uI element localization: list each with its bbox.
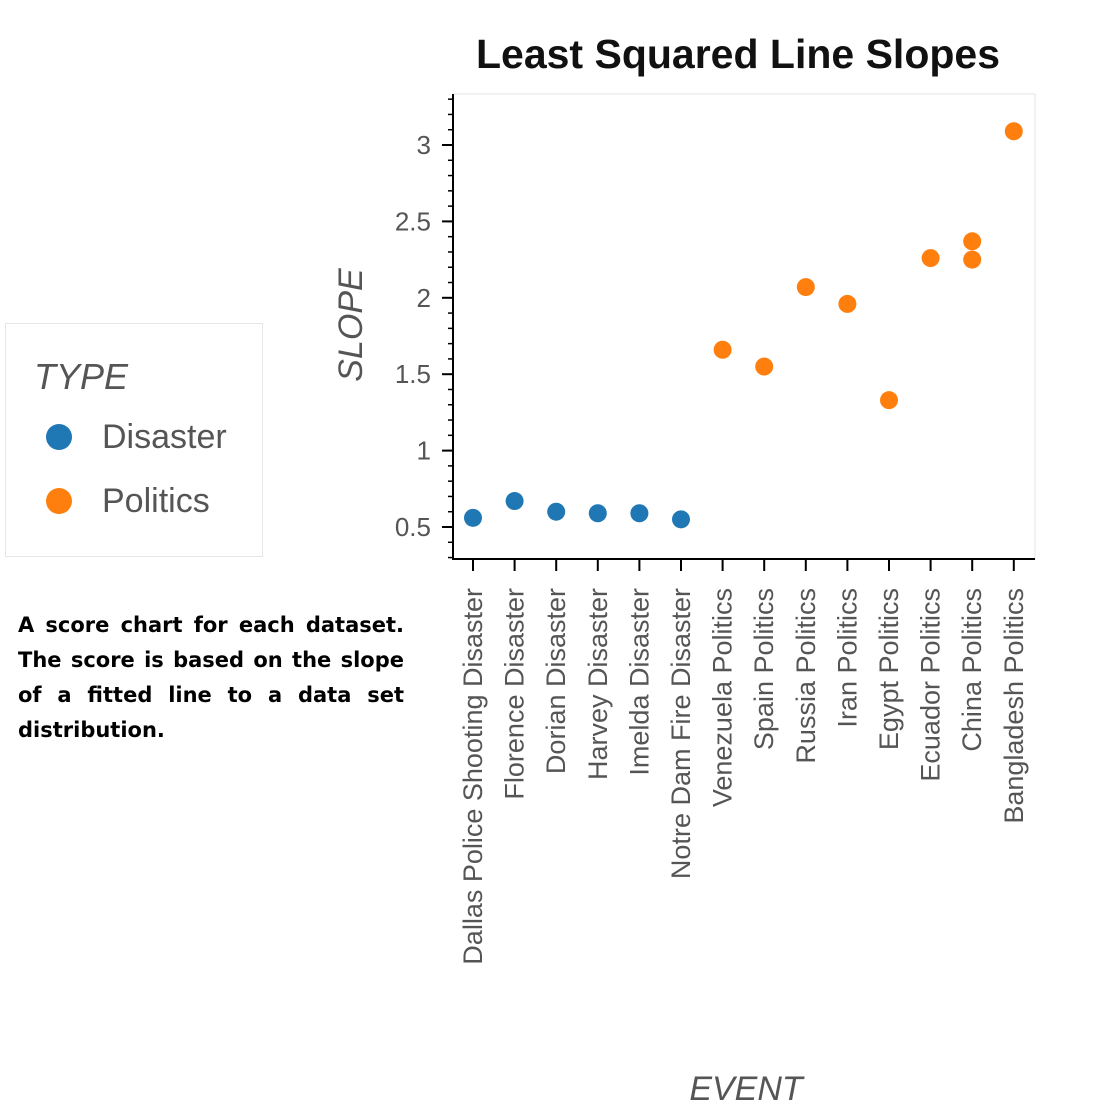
legend-title: TYPE — [34, 356, 129, 397]
legend-label-politics: Politics — [102, 481, 210, 520]
chart-caption: A score chart for each dataset. The scor… — [18, 613, 404, 742]
x-tick-label: Bangladesh Politics — [999, 588, 1029, 824]
data-point-politics[interactable] — [1004, 122, 1023, 141]
data-point-politics[interactable] — [963, 232, 982, 251]
data-points — [464, 122, 1023, 529]
data-point-disaster[interactable] — [672, 510, 690, 529]
y-tick-label: 0.5 — [395, 512, 431, 542]
data-point-politics[interactable] — [796, 278, 815, 297]
y-tick-label: 1 — [417, 436, 431, 466]
data-point-politics[interactable] — [838, 294, 857, 313]
data-point-politics[interactable] — [880, 391, 898, 410]
x-tick-label: Iran Politics — [832, 588, 862, 728]
x-ticks: Dallas Police Shooting Disaster Florence … — [458, 559, 1029, 965]
chart-title: Least Squared Line Slopes — [476, 31, 1000, 77]
y-tick-label: 2 — [417, 283, 431, 313]
y-tick-label: 2.5 — [395, 206, 431, 236]
y-tick-label: 3 — [417, 130, 431, 160]
legend-item-politics[interactable]: Politics — [46, 479, 210, 523]
x-tick-label: Harvey Disaster — [583, 588, 613, 780]
x-tick-label: Florence Disaster — [500, 588, 530, 800]
x-tick-label: Notre Dam Fire Disaster — [666, 588, 696, 879]
y-tick-label: 1.5 — [395, 359, 431, 389]
x-tick-label: Venezuela Politics — [708, 588, 738, 807]
legend-dot-disaster-icon — [46, 424, 72, 450]
data-point-disaster[interactable] — [547, 502, 566, 521]
legend-dot-politics-icon — [46, 488, 72, 514]
data-point-politics[interactable] — [921, 249, 940, 268]
data-point-disaster[interactable] — [588, 504, 607, 523]
data-point-politics[interactable] — [713, 340, 732, 359]
x-tick-label: Dorian Disaster — [541, 588, 571, 774]
data-point-disaster[interactable] — [464, 508, 482, 527]
y-axis-label: SLOPE — [332, 268, 370, 382]
data-point-politics[interactable] — [755, 357, 774, 376]
x-axis-label: EVENT — [689, 1070, 805, 1108]
x-tick-label: Imelda Disaster — [624, 588, 654, 776]
legend-label-disaster: Disaster — [102, 417, 227, 456]
legend-item-disaster[interactable]: Disaster — [46, 415, 227, 459]
x-tick-label: Egypt Politics — [874, 588, 904, 750]
data-point-disaster[interactable] — [505, 492, 524, 511]
plot-frame — [452, 93, 1036, 560]
x-tick-label: Russia Politics — [791, 588, 821, 764]
x-tick-label: Spain Politics — [749, 588, 779, 750]
x-tick-label: Dallas Police Shooting Disaster — [458, 588, 488, 965]
data-point-disaster[interactable] — [630, 504, 649, 523]
y-ticks: 0.5 1 1.5 2 2.5 3 — [395, 130, 453, 542]
x-tick-label: China Politics — [957, 588, 987, 752]
x-tick-label: Ecuador Politics — [916, 588, 946, 782]
data-point-politics[interactable] — [963, 250, 982, 269]
